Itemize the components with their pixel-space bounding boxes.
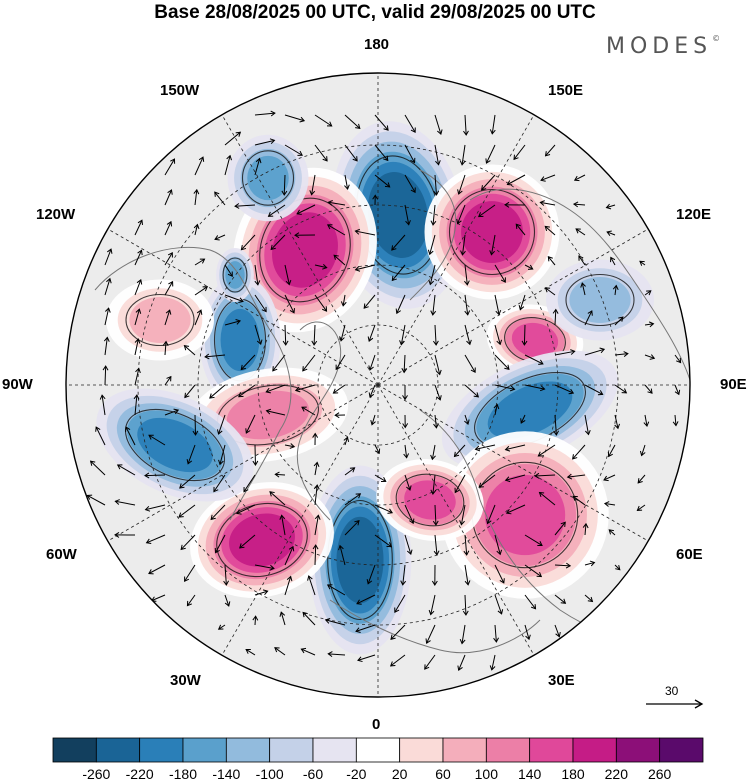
- colorbar-segment: [312, 737, 357, 763]
- colorbar-segment: [139, 737, 184, 763]
- colorbar-segment: [52, 737, 97, 763]
- lon-label-90e: 90E: [720, 376, 747, 393]
- wind-reference-arrow: [646, 699, 704, 709]
- colorbar-segment: [95, 737, 141, 763]
- colorbar-tick-label: -140: [212, 766, 241, 782]
- colorbar-segment: [269, 737, 314, 763]
- wind-vectors: [86, 110, 682, 672]
- colorbar-segment: [355, 737, 401, 763]
- colorbar-tick-label: 220: [604, 766, 629, 782]
- negative-anomaly-blob: [227, 134, 309, 222]
- colorbar-segment: [442, 737, 487, 763]
- colorbar-tick-label: 180: [561, 766, 585, 782]
- colorbar-segment: [182, 737, 227, 763]
- colorbar-segment: [572, 737, 617, 763]
- lon-label-30e: 30E: [548, 672, 575, 689]
- wind-reference-label: 30: [665, 684, 679, 698]
- colorbar-tick-label: -20: [346, 766, 367, 782]
- negative-anomaly-blob: [308, 465, 412, 655]
- colorbar-segment: [659, 737, 704, 763]
- positive-anomaly-blob: [190, 482, 334, 598]
- colorbar-segment: [399, 737, 444, 763]
- lon-label-120w: 120W: [36, 206, 76, 223]
- map-border: [65, 72, 691, 698]
- negative-anomaly-blob: [96, 388, 254, 502]
- lon-label-150e: 150E: [548, 82, 584, 99]
- lon-label-150w: 150W: [160, 82, 200, 99]
- colorbar-tick-label: 100: [474, 766, 499, 782]
- graticule: [66, 73, 690, 697]
- negative-anomaly-blob: [199, 275, 281, 405]
- colorbar-tick-label: 140: [517, 766, 542, 782]
- lon-label-0: 0: [372, 716, 381, 733]
- colorbar-tick-label: -180: [168, 766, 198, 782]
- positive-anomaly-blob: [376, 459, 484, 541]
- negative-anomaly-blob: [546, 259, 654, 341]
- colorbar-tick-label: 60: [435, 766, 451, 782]
- lon-label-30w: 30W: [170, 672, 201, 689]
- colorbar-tick-label: -60: [302, 766, 324, 782]
- colorbar-tick-label: -220: [125, 766, 154, 782]
- modes-logo: MODES©: [606, 34, 720, 59]
- lon-label-120e: 120E: [676, 206, 712, 223]
- lon-label-90w: 90W: [2, 376, 33, 393]
- anomaly-layer: [96, 121, 654, 655]
- colorbar-tick-label: 20: [391, 766, 408, 782]
- colorbar-tick-label: -260: [82, 766, 111, 782]
- lon-label-60e: 60E: [676, 546, 703, 563]
- colorbar: [52, 737, 704, 763]
- colorbar-segment: [225, 737, 271, 763]
- colorbar-tick-label: -100: [255, 766, 284, 782]
- positive-anomaly-blob: [441, 431, 609, 599]
- colorbar-segment: [485, 737, 531, 763]
- negative-anomaly-blob: [441, 350, 619, 470]
- brand-copyright-mark: ©: [712, 34, 721, 43]
- lon-label-180: 180: [364, 36, 390, 53]
- chart-title: Base 28/08/2025 00 UTC, valid 29/08/2025…: [154, 2, 596, 23]
- lon-label-60w: 60W: [46, 546, 77, 563]
- positive-anomaly-blob: [106, 279, 214, 361]
- colorbar-tick-label: 260: [647, 766, 672, 782]
- colorbar-segment: [615, 737, 661, 763]
- colorbar-segment: [529, 737, 574, 763]
- brand-text: MODES: [606, 34, 713, 59]
- positive-anomaly-blob: [424, 164, 560, 300]
